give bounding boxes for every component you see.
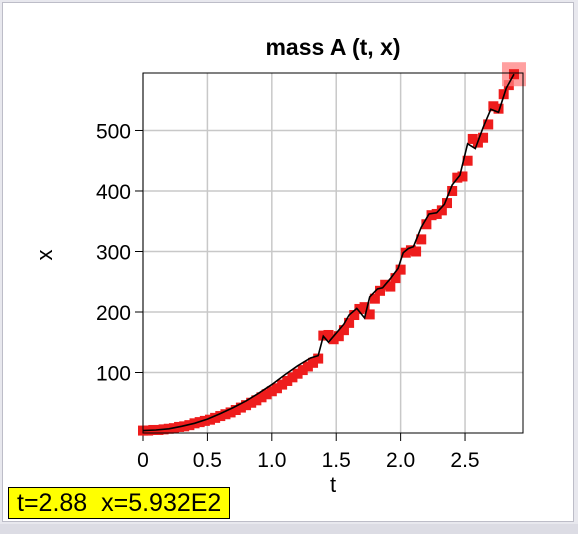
data-point <box>313 353 324 364</box>
grid <box>142 73 523 433</box>
series-layer <box>138 62 526 436</box>
data-point <box>349 310 360 321</box>
bottom-strip <box>0 524 578 534</box>
x-tick-label: 0 <box>137 449 149 472</box>
data-point <box>287 372 298 383</box>
data-point <box>338 325 349 336</box>
data-point <box>375 285 386 296</box>
data-point <box>488 101 499 112</box>
data-point <box>405 245 416 256</box>
data-point <box>436 205 447 216</box>
data-point <box>241 400 252 411</box>
data-point <box>261 389 272 400</box>
data-point <box>447 185 458 196</box>
data-point <box>390 273 401 284</box>
data-point <box>271 383 282 394</box>
y-tick-label: 200 <box>96 302 131 325</box>
data-point <box>225 407 236 418</box>
data-point <box>292 368 303 379</box>
data-point <box>230 405 241 416</box>
data-point <box>359 302 370 313</box>
x-axis-label: t <box>330 472 336 497</box>
data-point <box>256 392 267 403</box>
data-point <box>333 331 344 342</box>
data-point <box>478 132 489 143</box>
data-point <box>266 386 277 397</box>
data-point <box>210 412 221 423</box>
data-point <box>467 133 478 144</box>
x-tick-label: 1.5 <box>322 449 351 472</box>
x-ticks: 0 0.5 1.0 1.5 2.0 2.5 <box>137 433 480 472</box>
series-line <box>142 73 515 432</box>
chart: 100 200 300 400 500 0 0.5 1.0 1.5 2.0 2.5 mass A … <box>32 34 526 497</box>
y-tick-label: 500 <box>96 120 131 143</box>
data-point <box>457 171 468 182</box>
data-point <box>251 395 262 406</box>
data-point <box>199 415 210 426</box>
x-tick-label: 2.5 <box>450 449 479 472</box>
plot-panel: 100 200 300 400 500 0 0.5 1.0 1.5 2.0 2.5 mass A … <box>2 2 574 522</box>
data-point <box>282 375 293 386</box>
data-point <box>369 293 380 304</box>
data-point <box>385 281 396 292</box>
data-point <box>364 309 375 320</box>
data-point <box>431 208 442 219</box>
data-point <box>416 234 427 245</box>
data-point <box>220 409 231 420</box>
data-point <box>442 198 452 209</box>
data-point <box>277 379 288 390</box>
y-axis-label: x <box>32 250 57 261</box>
data-point <box>426 210 437 221</box>
data-point <box>215 411 226 422</box>
y-tick-label: 100 <box>96 362 131 385</box>
y-tick-label: 400 <box>96 181 131 204</box>
data-point <box>354 303 365 314</box>
data-point <box>400 247 411 258</box>
data-point <box>493 103 504 114</box>
x-tick-label: 2.0 <box>386 449 415 472</box>
y-tick-label: 300 <box>96 241 131 264</box>
x-tick-label: 0.5 <box>193 449 222 472</box>
data-point <box>411 246 422 257</box>
y-ticks: 100 200 300 400 500 <box>96 120 143 385</box>
coordinate-readout: t=2.88 x=5.932E2 <box>8 487 231 519</box>
data-point <box>204 414 215 425</box>
chart-title: mass A (t, x) <box>265 34 400 60</box>
x-tick-label: 1.0 <box>257 449 286 472</box>
data-point <box>308 357 319 368</box>
data-point <box>421 219 432 230</box>
data-point <box>462 155 473 166</box>
data-point <box>483 119 494 130</box>
data-point <box>235 402 246 413</box>
plot-area-border <box>142 72 524 434</box>
data-point <box>323 329 334 340</box>
data-point <box>302 361 313 372</box>
data-point <box>328 334 339 345</box>
data-point <box>297 365 308 376</box>
data-point <box>395 264 406 275</box>
data-point <box>344 317 355 328</box>
data-point <box>246 397 257 408</box>
